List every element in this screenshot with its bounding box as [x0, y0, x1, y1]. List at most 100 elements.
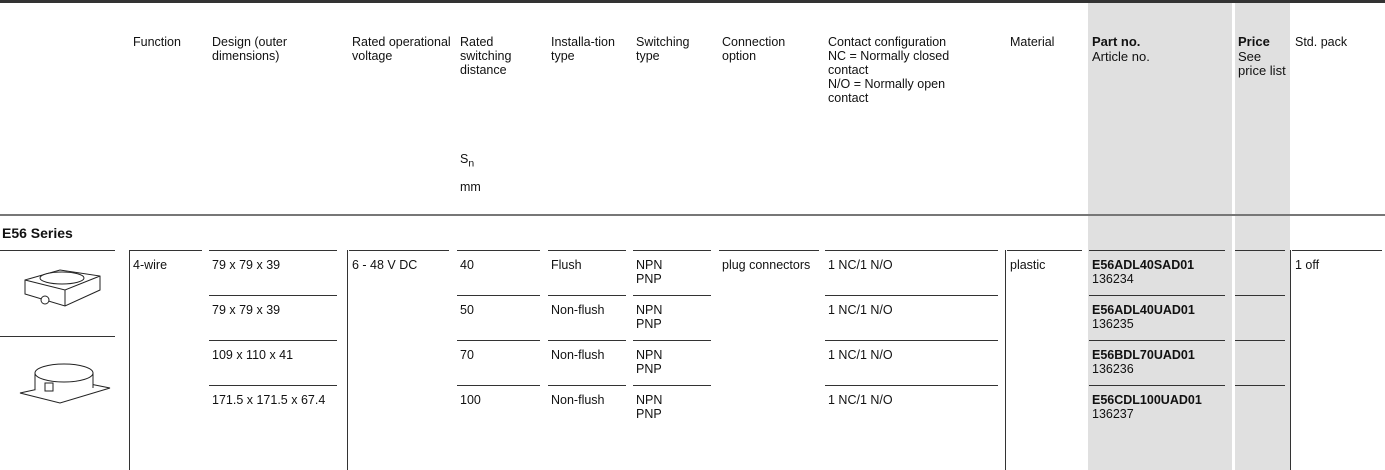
header-rule [0, 214, 1385, 216]
column-header: Material [1010, 35, 1055, 49]
cell-contact: 1 NC/1 N/O [828, 258, 893, 272]
cell-rule [209, 295, 337, 296]
cell-std_pack: 1 off [1295, 258, 1320, 272]
cell-rule [633, 340, 711, 341]
cell-article-no: 136237 [1092, 407, 1134, 421]
cell-distance: 50 [460, 303, 474, 317]
cell-design: 109 x 110 x 41 [212, 348, 294, 362]
cell-part_no: E56BDL70UAD01 [1092, 348, 1195, 362]
cell-rule [633, 295, 711, 296]
column-header-line: Contact configuration [828, 35, 947, 49]
price-column-bg [1235, 3, 1290, 470]
cell-rule [1235, 295, 1285, 296]
cell-distance: 100 [460, 393, 481, 407]
switching-type: PNP [636, 272, 662, 286]
cell-rule [825, 340, 998, 341]
column-header: Switching type [636, 35, 690, 63]
product-images [19, 269, 111, 404]
cell-installation: Flush [551, 258, 582, 272]
cell-rule [548, 340, 626, 341]
cell-rule [209, 250, 337, 251]
section-title: E56 Series [2, 225, 73, 241]
top-rule [0, 0, 1385, 3]
cell-distance: 40 [460, 258, 474, 272]
switching-type: PNP [636, 317, 662, 331]
column-header: Connection option [722, 35, 786, 63]
switching-type: NPN [636, 393, 663, 407]
vertical-rule [129, 250, 130, 470]
cell-rule [548, 250, 626, 251]
switching-type: NPN [636, 258, 663, 272]
cell-rule [349, 250, 449, 251]
cell-part_no: E56CDL100UAD01 [1092, 393, 1202, 407]
vertical-rule [347, 250, 348, 470]
column-header: Function [133, 35, 181, 49]
cell-rule [1089, 295, 1225, 296]
cell-switching: NPN PNP [636, 258, 708, 286]
cell-design: 79 x 79 x 39 [212, 303, 281, 317]
cell-switching: NPN PNP [636, 348, 708, 376]
cell-rule [1292, 250, 1382, 251]
cell-part_no: E56ADL40SAD01 [1092, 258, 1195, 272]
column-header: Rated switching distance [460, 35, 512, 77]
vertical-rule [1290, 250, 1291, 470]
switching-type: NPN [636, 348, 663, 362]
cell-rule [209, 385, 337, 386]
cell-connection: plug connectors [722, 258, 811, 272]
column-header-line: NC = Normally closed contact [828, 49, 950, 77]
cell-rule [633, 385, 711, 386]
switching-type: NPN [636, 303, 663, 317]
cell-rule [633, 250, 711, 251]
cell-rule [1089, 340, 1225, 341]
column-header: Design (outer dimensions) [212, 35, 288, 63]
column-header: Part no. [1092, 34, 1141, 49]
cell-rule [1235, 340, 1285, 341]
cell-contact: 1 NC/1 N/O [828, 393, 893, 407]
cell-installation: Non-flush [551, 393, 605, 407]
cell-rule [825, 250, 998, 251]
cell-design: 79 x 79 x 39 [212, 258, 281, 272]
cell-switching: NPN PNP [636, 303, 708, 331]
cell-rule [1089, 385, 1225, 386]
column-header: Rated operational voltage [352, 35, 451, 63]
unit-symbol: Sn [460, 152, 475, 170]
cell-article-no: 136236 [1092, 362, 1134, 376]
column-header: Price [1238, 34, 1270, 49]
column-header: Installa-tion type [551, 35, 615, 63]
cell-rule [1007, 250, 1082, 251]
cell-material: plastic [1010, 258, 1046, 272]
cell-rule [1089, 250, 1225, 251]
cell-article-no: 136234 [1092, 272, 1134, 286]
cell-function: 4-wire [133, 258, 168, 272]
part-column-bg [1088, 3, 1232, 470]
cell-article-no: 136235 [1092, 317, 1134, 331]
cell-rule [719, 250, 819, 251]
cell-rule [825, 295, 998, 296]
image-rule [0, 250, 115, 251]
column-header-line: N/O = Normally open contact [828, 77, 946, 105]
subscript: n [468, 158, 475, 170]
cell-switching: NPN PNP [636, 393, 708, 421]
switching-type: PNP [636, 362, 662, 376]
column-header: Std. pack [1295, 35, 1348, 49]
cell-rule [209, 340, 337, 341]
cell-contact: 1 NC/1 N/O [828, 348, 893, 362]
column-subheader: Article no. [1092, 49, 1150, 64]
cell-installation: Non-flush [551, 303, 605, 317]
cell-design: 171.5 x 171.5 x 67.4 [212, 393, 326, 407]
cell-voltage: 6 - 48 V DC [352, 258, 418, 272]
cell-rule [1235, 250, 1285, 251]
column-subheader: See price list [1238, 49, 1286, 78]
cell-rule [1235, 385, 1285, 386]
cell-rule [548, 385, 626, 386]
cell-rule [130, 250, 202, 251]
switching-type: PNP [636, 407, 662, 421]
cell-distance: 70 [460, 348, 474, 362]
cell-contact: 1 NC/1 N/O [828, 303, 893, 317]
cell-rule [457, 250, 540, 251]
image-rule [0, 336, 115, 337]
vertical-rule [1005, 250, 1006, 470]
cell-installation: Non-flush [551, 348, 605, 362]
cell-rule [825, 385, 998, 386]
